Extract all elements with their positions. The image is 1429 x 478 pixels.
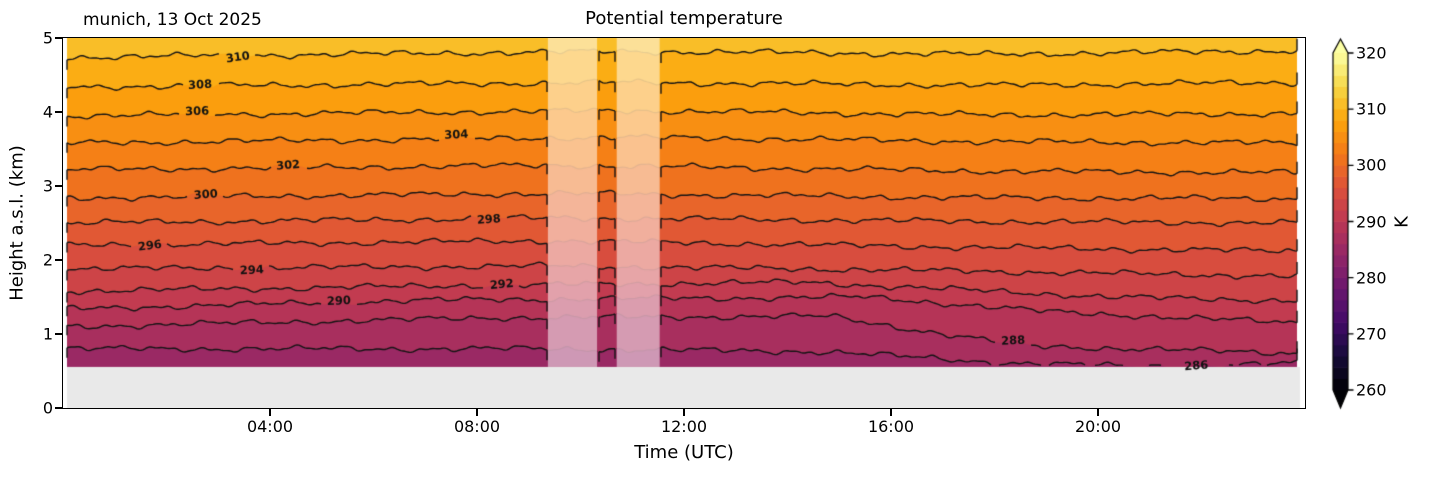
x-axis-label: Time (UTC): [634, 442, 734, 463]
y-axis-tick: [55, 407, 62, 409]
colorbar-tick-label: 290: [1356, 212, 1387, 231]
chart-subtitle: munich, 13 Oct 2025: [83, 10, 262, 30]
x-axis-tick: [476, 409, 478, 416]
x-axis-tick-label: 04:00: [246, 417, 294, 436]
colorbar-canvas: [1329, 37, 1363, 411]
x-axis-tick-label: 08:00: [453, 417, 501, 436]
colorbar-tick-label: 320: [1356, 43, 1387, 63]
y-axis-tick-label: 0: [42, 398, 53, 418]
y-axis-tick-label: 5: [42, 28, 53, 48]
colorbar-tick-label: 280: [1356, 268, 1387, 288]
y-axis-tick: [55, 111, 62, 113]
colorbar-tick-label: 260: [1356, 380, 1387, 400]
chart-title: Potential temperature: [585, 8, 783, 29]
y-axis-tick: [55, 185, 62, 187]
colorbar-unit-label: K: [1391, 216, 1413, 228]
x-axis-tick: [1097, 409, 1099, 416]
x-axis-tick-label: 20:00: [1074, 417, 1122, 436]
x-axis-tick-label: 16:00: [867, 417, 915, 436]
x-axis-tick: [683, 409, 685, 416]
x-axis-tick: [890, 409, 892, 416]
y-axis-tick: [55, 333, 62, 335]
y-axis-tick-label: 4: [42, 102, 53, 122]
y-axis-tick-label: 2: [42, 250, 53, 270]
colorbar-tick-label: 300: [1356, 155, 1387, 175]
colorbar-tick-label: 270: [1356, 324, 1387, 344]
x-axis-tick-label: 12:00: [660, 417, 708, 436]
y-axis-tick-label: 1: [42, 324, 53, 344]
x-axis-tick: [269, 409, 271, 416]
y-axis-tick-label: 3: [42, 176, 53, 196]
y-axis-tick: [55, 259, 62, 261]
y-axis-tick: [55, 37, 62, 39]
colorbar-tick-label: 310: [1356, 99, 1387, 119]
contour-plot-canvas: [63, 38, 1305, 408]
y-axis-label: Height a.s.l. (km): [6, 145, 28, 301]
